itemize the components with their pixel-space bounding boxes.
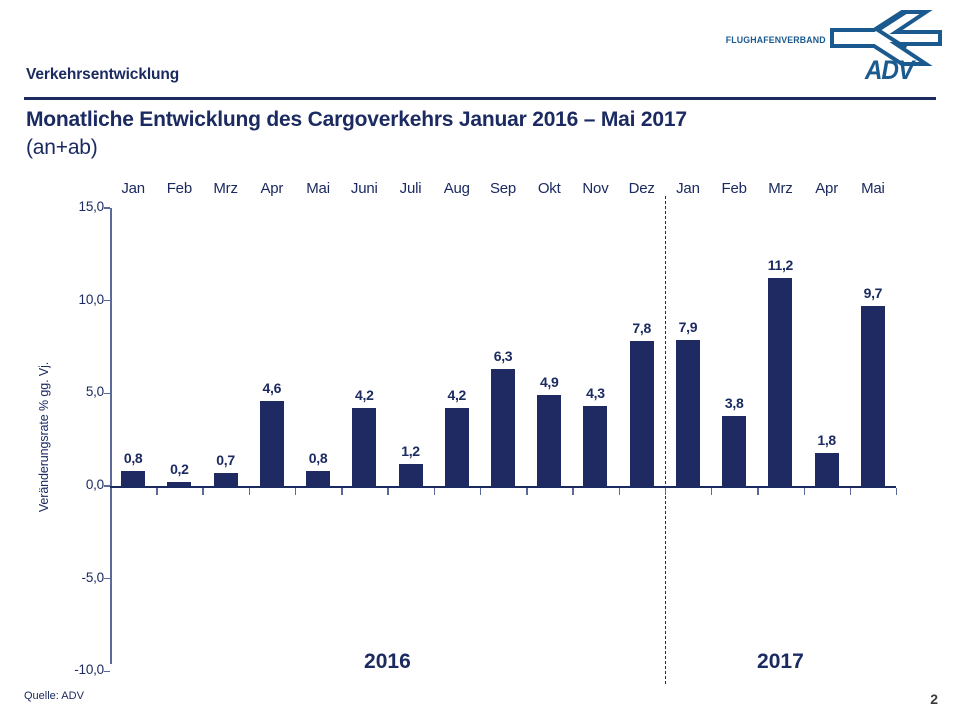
page-title: Monatliche Entwicklung des Cargoverkehrs… <box>26 108 687 131</box>
x-axis-tick-mark <box>479 488 482 495</box>
x-axis-month-label: Aug <box>443 180 470 197</box>
y-axis-tick-mark <box>104 299 110 302</box>
x-axis-tick-mark <box>433 488 436 495</box>
y-axis-tick-label: 0,0 <box>85 477 104 492</box>
y-axis-tick-mark <box>104 577 110 580</box>
bar-value-label: 0,8 <box>123 450 143 467</box>
x-axis-month-label: Feb <box>721 180 747 197</box>
title-block: Monatliche Entwicklung des Cargoverkehrs… <box>26 106 926 161</box>
bar-value-label: 6,3 <box>493 348 513 365</box>
y-axis-title: Veränderungsrate % gg. Vj. <box>37 361 51 513</box>
year-group-label: 2017 <box>757 650 804 673</box>
x-axis-month-label: Mai <box>861 180 885 197</box>
header-divider-rule <box>24 97 936 100</box>
year-group-label: 2016 <box>364 650 411 673</box>
x-axis-month-label: Nov <box>582 180 609 197</box>
bar-value-label: 0,7 <box>216 452 235 469</box>
bar <box>121 471 146 486</box>
y-axis-tick-label: 15,0 <box>78 199 105 214</box>
y-axis-tick-mark <box>104 670 110 673</box>
adv-logo: FLUGHAFENVERBAND ADV <box>717 10 942 85</box>
year-divider-line <box>664 196 666 684</box>
bar <box>306 471 331 486</box>
bar-value-label: 7,8 <box>632 320 651 337</box>
x-axis-month-label: Juli <box>399 180 422 197</box>
bar-value-label: 3,8 <box>724 394 744 411</box>
x-axis-month-label: Jan <box>676 180 700 197</box>
section-title: Verkehrsentwicklung <box>26 66 180 83</box>
adv-chevron-logo-icon: ADV <box>830 10 942 85</box>
x-axis-month-label: Mrz <box>213 180 238 197</box>
bar-value-label: 7,9 <box>678 318 698 335</box>
bar-value-label: 9,7 <box>863 285 883 302</box>
x-axis-tick-mark <box>757 488 759 495</box>
bar <box>629 341 654 486</box>
x-axis-month-label: Apr <box>815 180 838 197</box>
x-axis-month-label: Dez <box>628 180 655 197</box>
logo-wordmark-label: FLUGHAFENVERBAND <box>725 34 826 46</box>
bar-value-label: 1,8 <box>817 431 836 448</box>
bar <box>490 369 515 486</box>
bar <box>583 406 608 486</box>
y-axis-tick-label: -5,0 <box>81 569 105 585</box>
bar <box>213 473 238 486</box>
x-axis-tick-mark <box>248 488 251 495</box>
bar-value-label: 1,2 <box>401 442 420 459</box>
page-header: FLUGHAFENVERBAND ADV Verkehrsentwicklung <box>0 0 960 104</box>
bar <box>722 415 747 486</box>
bar <box>398 463 423 486</box>
y-axis-tick-label: 5,0 <box>85 384 104 400</box>
x-axis-month-label: Jan <box>121 180 145 197</box>
x-axis-month-label: Sep <box>489 180 517 197</box>
x-axis-tick-mark <box>526 488 528 495</box>
bar <box>860 306 885 486</box>
y-axis-tick-mark <box>104 392 110 395</box>
y-axis-line <box>110 208 112 664</box>
bar-value-label: 0,8 <box>308 450 328 467</box>
bar-value-label: 11,2 <box>767 257 794 274</box>
bar <box>167 482 192 486</box>
bar <box>814 452 839 486</box>
bar <box>259 400 284 486</box>
x-axis-month-label: Juni <box>350 180 378 197</box>
bar-value-label: 0,2 <box>170 461 189 478</box>
x-axis-tick-mark <box>849 488 852 495</box>
x-axis-tick-mark <box>803 488 805 495</box>
x-axis-month-label: Mai <box>306 180 330 197</box>
x-axis-tick-mark <box>664 488 667 495</box>
bar-value-label: 4,6 <box>262 379 282 396</box>
x-axis-tick-mark <box>202 488 204 495</box>
x-axis-tick-mark <box>294 488 297 495</box>
bar <box>768 278 793 486</box>
x-axis-tick-mark <box>572 488 574 495</box>
bar-value-label: 4,3 <box>586 385 605 402</box>
bar <box>537 395 562 486</box>
x-axis-tick-mark <box>618 488 620 495</box>
y-axis-tick-mark <box>104 207 110 209</box>
x-axis-tick-mark <box>896 488 898 495</box>
x-axis-tick-mark <box>711 488 713 495</box>
x-axis-month-label: Okt <box>537 180 561 197</box>
bar-value-label: 4,2 <box>355 387 374 404</box>
bar-value-label: 4,2 <box>447 387 467 404</box>
x-axis-month-label: Feb <box>166 180 192 197</box>
bar-value-label: 4,9 <box>539 374 559 391</box>
y-axis-tick-label: 10,0 <box>78 291 105 307</box>
y-axis-tick-label: -10,0 <box>74 662 104 678</box>
zero-baseline <box>110 486 896 489</box>
x-axis-tick-mark <box>387 488 389 495</box>
bar <box>352 408 377 486</box>
page-number: 2 <box>930 691 938 707</box>
page-subtitle: (an+ab) <box>26 135 98 159</box>
x-axis-tick-mark <box>156 488 158 495</box>
logo-adv-abbr: ADV <box>864 54 914 85</box>
x-axis-month-label: Mrz <box>768 180 793 197</box>
bar <box>675 339 700 486</box>
source-note: Quelle: ADV <box>24 690 84 702</box>
x-axis-month-label: Apr <box>260 180 284 197</box>
bar <box>444 408 469 486</box>
y-axis-tick-mark <box>104 485 110 487</box>
x-axis-tick-mark <box>341 488 343 495</box>
